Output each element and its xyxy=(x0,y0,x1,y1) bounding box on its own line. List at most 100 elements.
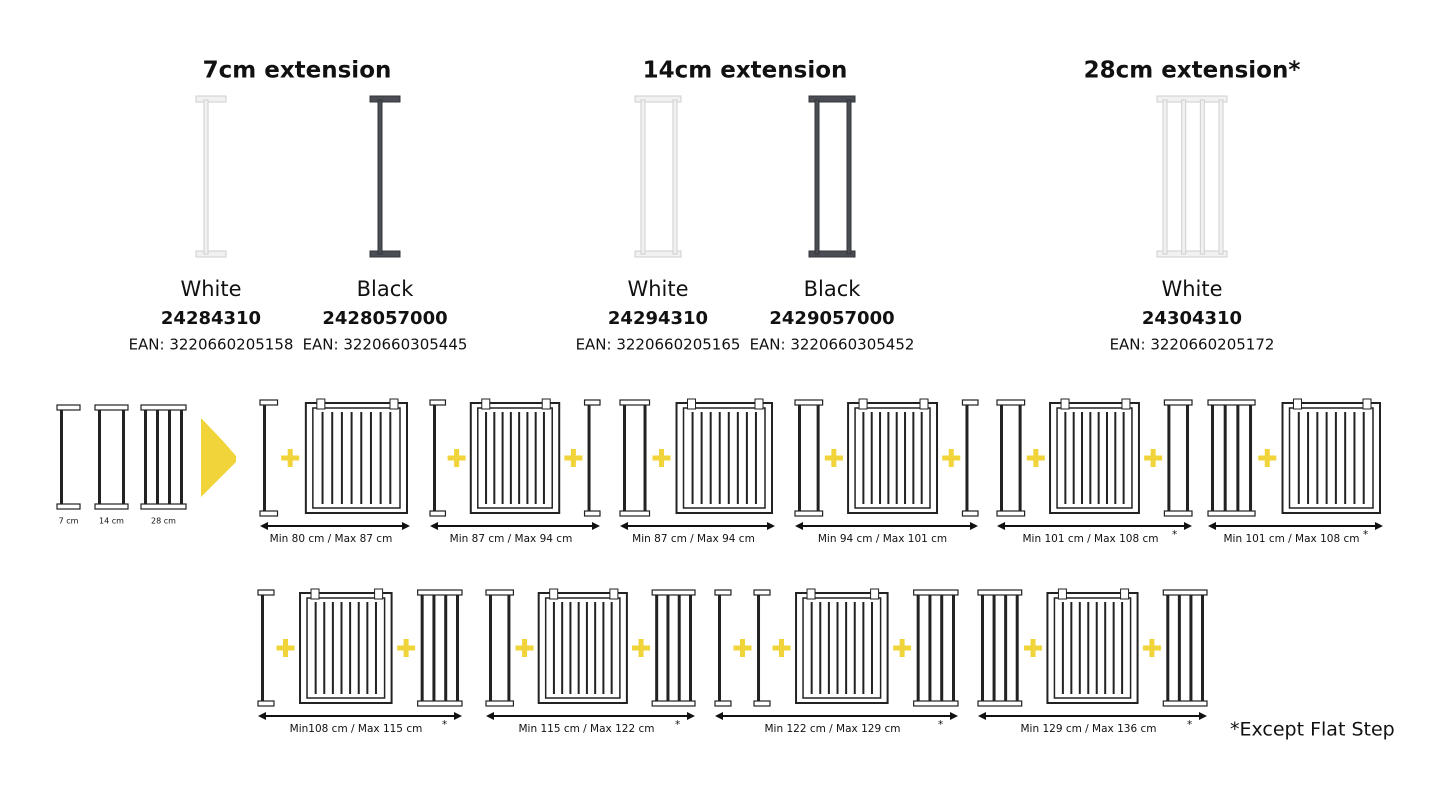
variant-code: 24284310 xyxy=(161,308,261,329)
gate-frame xyxy=(847,402,939,514)
range-label: Min 101 cm / Max 108 cm xyxy=(1224,533,1360,545)
ext-post xyxy=(1015,595,1019,701)
ext-post xyxy=(655,595,659,701)
plus xyxy=(831,449,837,467)
ext-foot xyxy=(619,510,651,517)
ext-post xyxy=(60,410,63,504)
arrow-head xyxy=(430,522,438,530)
arrow-head xyxy=(620,522,628,530)
ext-post xyxy=(1004,595,1008,701)
plus xyxy=(454,449,460,467)
arrow-head xyxy=(978,712,986,720)
ext-cap xyxy=(961,399,979,406)
ext-post xyxy=(156,410,159,504)
range-label: Min 80 cm / Max 87 cm xyxy=(270,533,393,545)
variant-code: 24304310 xyxy=(1142,308,1242,329)
gate-frame xyxy=(299,592,393,704)
arrow-head xyxy=(795,522,803,530)
gate-door xyxy=(1053,597,1132,699)
ext-bottom-bar xyxy=(808,250,856,258)
ext-bottom-bar xyxy=(1156,250,1228,258)
gate-handle xyxy=(1060,398,1070,410)
ext-foot xyxy=(651,700,696,707)
gate-handle xyxy=(310,588,320,600)
ext-cap xyxy=(794,399,824,406)
gate-door xyxy=(477,407,553,509)
ext-cap xyxy=(140,404,187,411)
ext-cap xyxy=(1162,589,1208,596)
gate-frame xyxy=(304,402,409,514)
ext-foot xyxy=(1163,510,1193,517)
ext-cap xyxy=(619,399,651,406)
ext-post xyxy=(1199,99,1205,255)
ext-post xyxy=(1166,595,1170,701)
ext-post xyxy=(168,410,171,504)
variant-color: White xyxy=(627,277,688,301)
ext-foot xyxy=(429,510,447,517)
gate-handle xyxy=(1120,588,1130,600)
gate-handle xyxy=(1057,588,1067,600)
variant-color: White xyxy=(1161,277,1222,301)
arrow-head xyxy=(715,712,723,720)
ext-foot xyxy=(257,700,275,707)
ext-post xyxy=(1189,595,1193,701)
ext-bottom-bar xyxy=(369,250,401,258)
variant-code: 2428057000 xyxy=(322,308,447,329)
ext-post xyxy=(981,595,984,701)
gate-door xyxy=(1056,407,1133,509)
ext-post xyxy=(1177,595,1181,701)
ext-cap xyxy=(583,399,601,406)
plus xyxy=(1030,639,1036,657)
ext-cap xyxy=(259,399,279,406)
range-note: * xyxy=(1172,529,1177,541)
ext-post xyxy=(263,405,266,511)
ext-post xyxy=(1249,405,1253,511)
ext-post xyxy=(1211,405,1214,511)
gate-handle xyxy=(687,398,697,410)
ext-cap xyxy=(417,589,463,596)
ext-foot xyxy=(913,700,959,707)
ext-cap xyxy=(753,589,771,596)
arrow-head xyxy=(687,712,695,720)
legend-label: 7 cm xyxy=(59,517,79,526)
ext-post xyxy=(689,595,692,701)
arrow-head xyxy=(1184,522,1192,530)
range-note: * xyxy=(675,719,680,731)
ext-post xyxy=(816,405,820,511)
ext-foot xyxy=(1207,510,1256,517)
arrow-head xyxy=(1208,522,1216,530)
ext-top-bar xyxy=(369,95,401,103)
legend-label: 14 cm xyxy=(99,517,124,526)
gate-handle xyxy=(1121,398,1131,410)
ext-post xyxy=(261,595,264,701)
ext-foot xyxy=(259,510,279,517)
ext-post xyxy=(1018,405,1022,511)
ext-bottom-bar xyxy=(634,250,682,258)
arrow-head xyxy=(486,712,494,720)
arrow-head xyxy=(767,522,775,530)
ext-post xyxy=(928,595,932,701)
gate-door xyxy=(1288,407,1374,509)
ext-post xyxy=(1236,405,1240,511)
gate-frame xyxy=(537,592,628,704)
ext-cap xyxy=(651,589,696,596)
ext-post xyxy=(916,595,920,701)
plus xyxy=(1150,449,1156,467)
variant-ean: EAN: 3220660205165 xyxy=(576,336,741,354)
ext-post xyxy=(1218,99,1224,255)
ext-cap xyxy=(996,399,1026,406)
legend-label: 28 cm xyxy=(151,517,176,526)
ext-post xyxy=(992,595,996,701)
ext-bottom-bar xyxy=(195,250,227,258)
ext-top-bar xyxy=(634,95,682,103)
ext-post xyxy=(965,405,969,511)
ext-post xyxy=(814,99,820,255)
plus xyxy=(638,639,644,657)
ext-post xyxy=(587,405,591,511)
range-label: Min 122 cm / Max 129 cm xyxy=(765,723,901,735)
gate-frame xyxy=(1046,592,1139,704)
plus xyxy=(899,639,905,657)
plus xyxy=(948,449,954,467)
plus xyxy=(1033,449,1039,467)
product-title: 28cm extension* xyxy=(1084,58,1301,84)
